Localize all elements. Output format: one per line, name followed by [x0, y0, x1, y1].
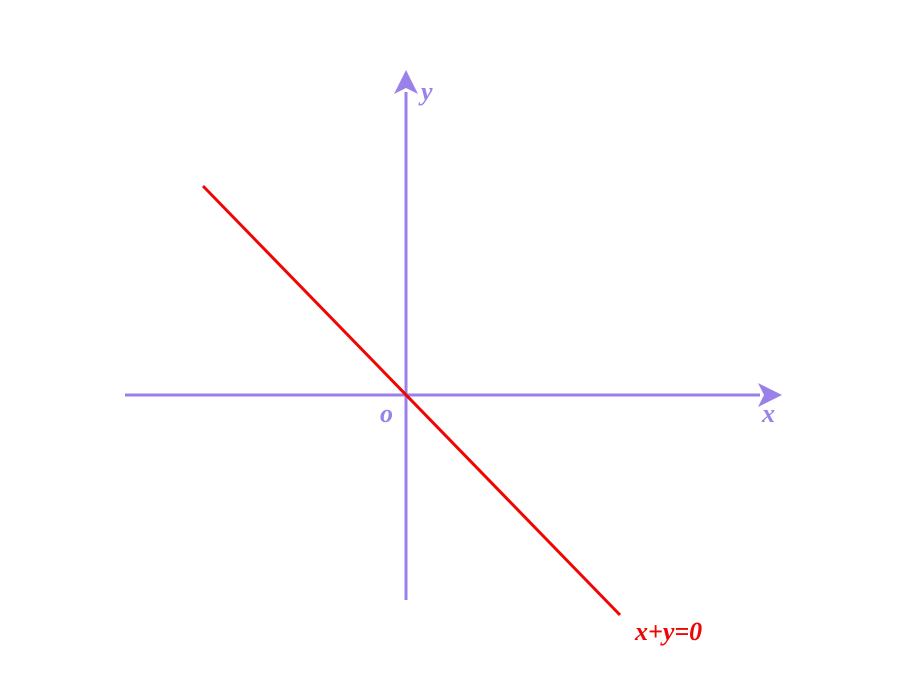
origin-label: o [380, 399, 393, 428]
x-axis-label: x [761, 399, 775, 428]
coordinate-chart: y x o x+y=0 [0, 0, 920, 690]
line-equation-label: x+y=0 [634, 617, 702, 646]
y-axis-label: y [418, 77, 433, 106]
equation-line [203, 186, 620, 615]
